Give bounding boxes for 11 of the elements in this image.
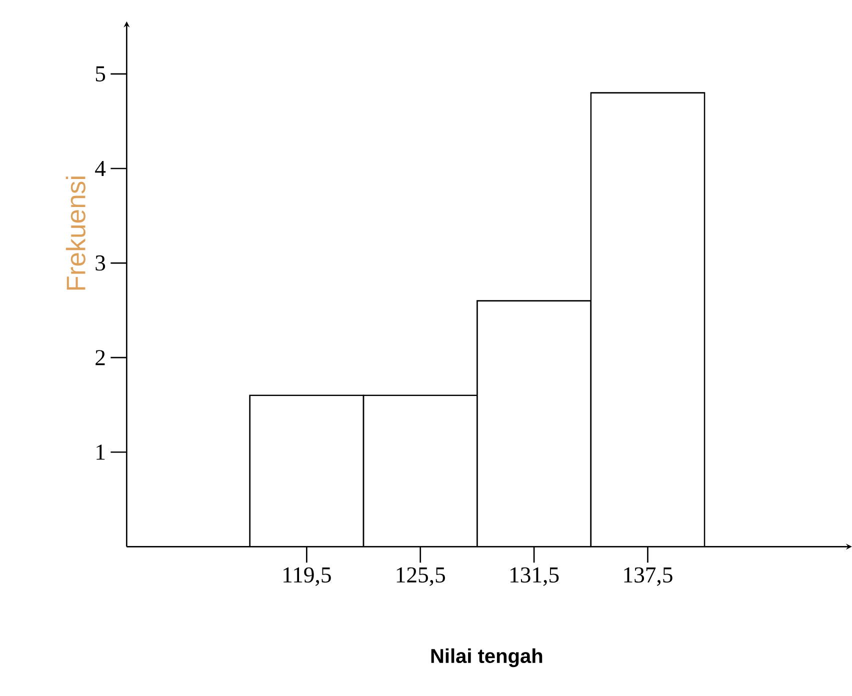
y-tick-label: 1 — [96, 444, 105, 460]
y-tick-label: 4 — [95, 161, 106, 176]
y-tick-label: 2 — [96, 350, 105, 366]
y-tick-label: 5 — [96, 66, 106, 82]
x-axis-title: Nilai tengah — [431, 648, 542, 668]
x-tick-label: 119,5 — [284, 567, 331, 586]
x-tick-label: 125,5 — [396, 567, 445, 586]
x-tick-label: 137,5 — [624, 567, 672, 586]
y-tick-label: 3 — [96, 255, 106, 271]
y-axis-title: Frekuensi — [66, 176, 86, 290]
x-tick-label: 131,5 — [510, 567, 559, 586]
